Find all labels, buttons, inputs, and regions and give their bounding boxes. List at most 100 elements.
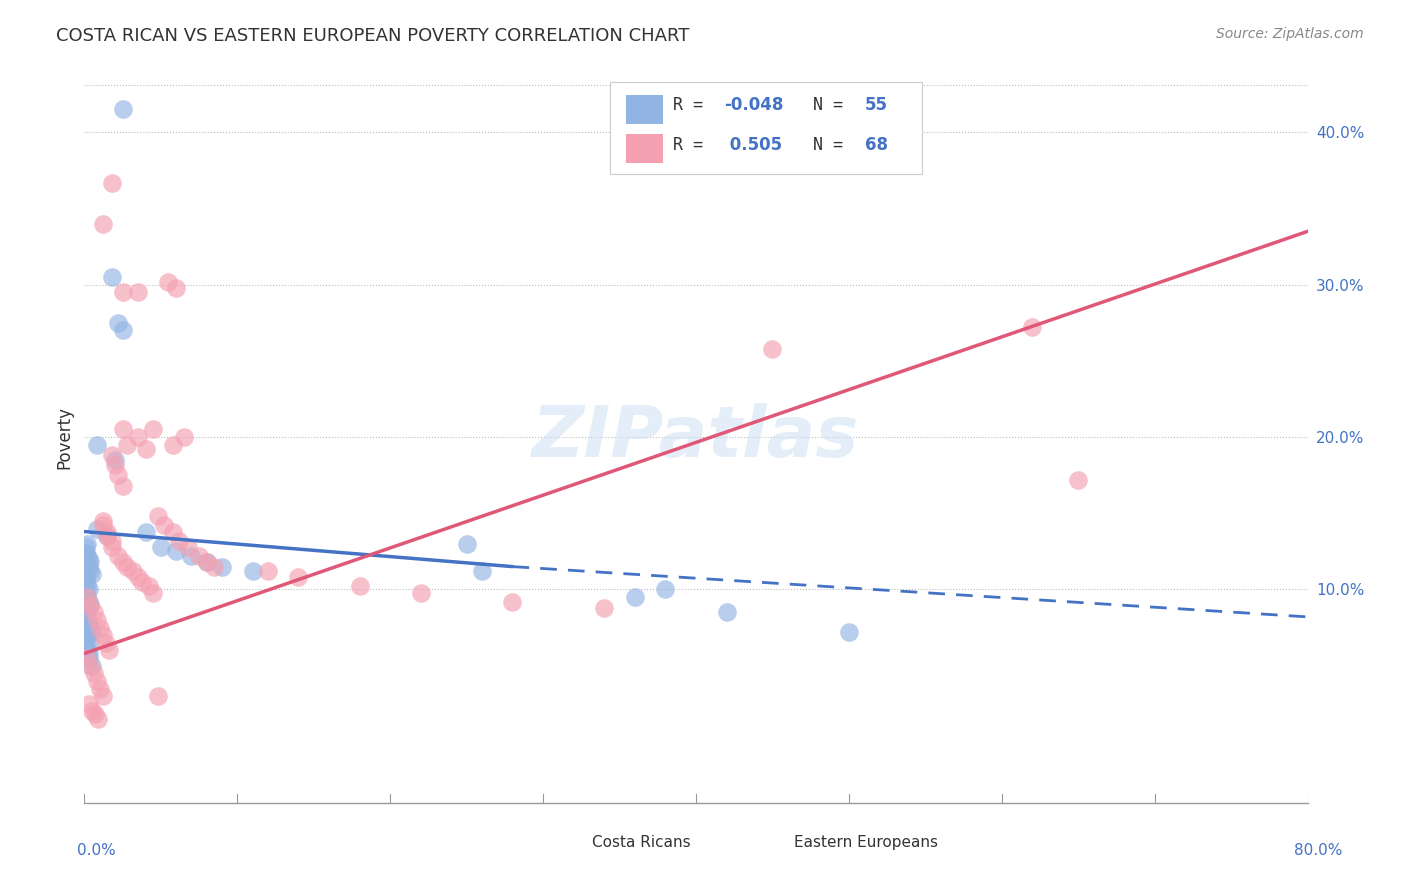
- Point: [471, 564, 494, 578]
- Point: [77, 651, 100, 665]
- Point: [79, 658, 101, 673]
- Point: [1067, 473, 1090, 487]
- Point: [101, 533, 124, 548]
- Point: [162, 438, 184, 452]
- Point: [111, 422, 134, 436]
- Point: [80, 705, 103, 719]
- FancyBboxPatch shape: [626, 95, 664, 124]
- Point: [138, 579, 160, 593]
- Text: COSTA RICAN VS EASTERN EUROPEAN POVERTY CORRELATION CHART: COSTA RICAN VS EASTERN EUROPEAN POVERTY …: [56, 27, 689, 45]
- Point: [115, 559, 138, 574]
- Text: N =: N =: [814, 136, 853, 153]
- FancyBboxPatch shape: [610, 82, 922, 174]
- Point: [157, 275, 180, 289]
- Point: [165, 281, 187, 295]
- Point: [149, 540, 172, 554]
- Point: [77, 559, 100, 574]
- Point: [211, 559, 233, 574]
- Point: [122, 564, 145, 578]
- Point: [79, 555, 101, 569]
- FancyBboxPatch shape: [550, 832, 586, 853]
- Point: [716, 605, 738, 619]
- Point: [101, 540, 124, 554]
- Point: [242, 564, 264, 578]
- Point: [97, 643, 120, 657]
- Point: [77, 615, 100, 630]
- Point: [86, 613, 108, 627]
- Text: 55: 55: [865, 96, 887, 114]
- Point: [195, 555, 218, 569]
- Point: [94, 636, 117, 650]
- Point: [162, 524, 184, 539]
- Text: -0.048: -0.048: [724, 96, 783, 114]
- Point: [502, 594, 524, 608]
- Point: [195, 555, 218, 569]
- Point: [89, 681, 111, 696]
- Point: [76, 613, 98, 627]
- Text: Source: ZipAtlas.com: Source: ZipAtlas.com: [1216, 27, 1364, 41]
- Point: [1021, 320, 1043, 334]
- Point: [76, 555, 98, 569]
- Point: [76, 651, 98, 665]
- Point: [76, 590, 98, 604]
- Text: R =: R =: [672, 96, 713, 114]
- Point: [111, 103, 134, 117]
- Point: [146, 509, 169, 524]
- Point: [91, 628, 114, 642]
- Point: [76, 537, 98, 551]
- Point: [84, 707, 107, 722]
- Point: [180, 549, 202, 563]
- Point: [76, 590, 98, 604]
- Text: ZIPatlas: ZIPatlas: [533, 402, 859, 472]
- Point: [91, 514, 114, 528]
- Point: [75, 628, 97, 642]
- Point: [79, 598, 101, 612]
- Point: [624, 590, 647, 604]
- Point: [87, 712, 110, 726]
- Point: [456, 537, 478, 551]
- Point: [91, 217, 114, 231]
- Point: [86, 438, 108, 452]
- Point: [79, 564, 101, 578]
- Point: [77, 594, 100, 608]
- Text: 80.0%: 80.0%: [1295, 843, 1343, 858]
- Point: [83, 666, 105, 681]
- Point: [135, 524, 157, 539]
- Text: N =: N =: [814, 96, 853, 114]
- Point: [80, 567, 103, 582]
- Point: [153, 518, 176, 533]
- Point: [91, 689, 114, 703]
- Point: [86, 673, 108, 688]
- Point: [75, 600, 97, 615]
- Point: [127, 430, 149, 444]
- Point: [76, 643, 98, 657]
- Point: [173, 430, 195, 444]
- Point: [77, 582, 100, 597]
- Point: [96, 524, 118, 539]
- Text: 0.505: 0.505: [724, 136, 782, 153]
- Point: [111, 555, 134, 569]
- Point: [202, 559, 225, 574]
- Point: [409, 585, 432, 599]
- Point: [75, 574, 97, 589]
- Point: [79, 621, 101, 635]
- Point: [111, 323, 134, 337]
- Point: [80, 658, 103, 673]
- Point: [127, 285, 149, 300]
- Point: [761, 342, 783, 356]
- Point: [77, 647, 100, 661]
- Point: [142, 422, 165, 436]
- Point: [107, 549, 129, 563]
- Point: [75, 540, 97, 554]
- Point: [287, 570, 309, 584]
- Point: [654, 582, 676, 597]
- Point: [77, 552, 100, 566]
- Point: [77, 636, 100, 650]
- Point: [127, 570, 149, 584]
- Point: [75, 570, 97, 584]
- Point: [80, 625, 103, 640]
- Point: [96, 529, 118, 543]
- Point: [76, 605, 98, 619]
- Point: [101, 176, 124, 190]
- Text: Eastern Europeans: Eastern Europeans: [794, 835, 938, 850]
